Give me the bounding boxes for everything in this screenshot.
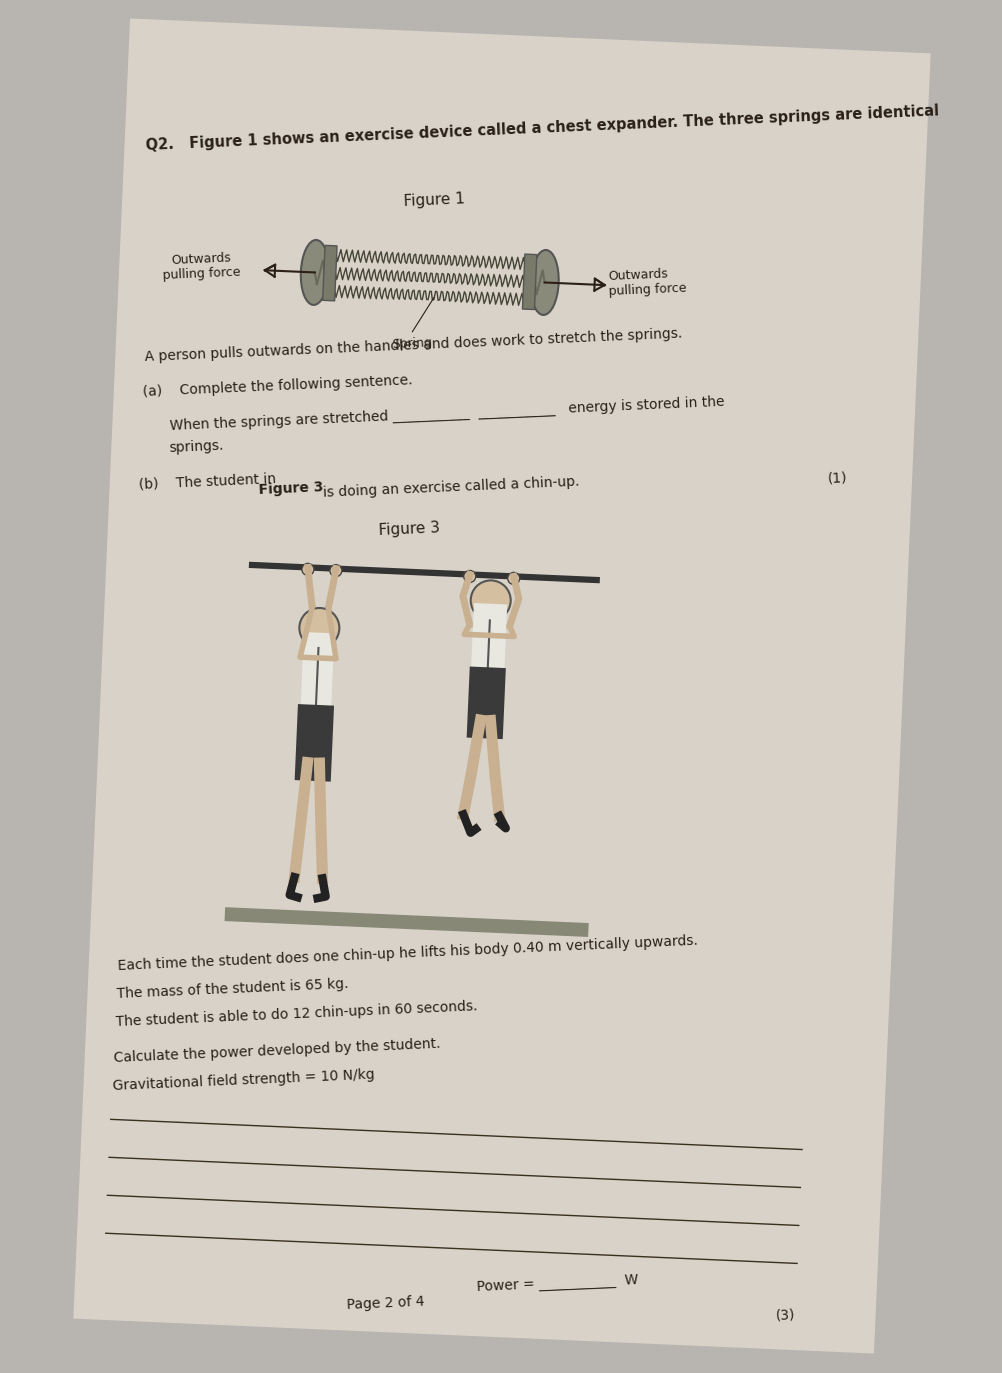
Text: Each time the student does one chin-up he lifts his body 0.40 m vertically upwar: Each time the student does one chin-up h… — [117, 934, 698, 973]
Text: A person pulls outwards on the handles and does work to stretch the springs.: A person pulls outwards on the handles a… — [144, 327, 682, 364]
Text: Figure 3: Figure 3 — [379, 520, 441, 538]
Ellipse shape — [531, 250, 559, 314]
Text: Outwards
pulling force: Outwards pulling force — [608, 266, 687, 298]
Ellipse shape — [301, 240, 329, 305]
Circle shape — [471, 581, 511, 621]
Circle shape — [302, 563, 314, 575]
Text: Outwards
pulling force: Outwards pulling force — [161, 251, 240, 281]
Text: (3): (3) — [776, 1307, 796, 1322]
Text: The mass of the student is 65 kg.: The mass of the student is 65 kg. — [116, 978, 349, 1001]
Text: is doing an exercise called a chin-up.: is doing an exercise called a chin-up. — [319, 475, 580, 500]
Circle shape — [330, 564, 342, 577]
Text: (1): (1) — [827, 471, 848, 486]
Circle shape — [464, 571, 476, 582]
Text: Power = ___________  W: Power = ___________ W — [476, 1273, 638, 1295]
Text: Q2.   Figure 1 shows an exercise device called a chest expander. The three sprin: Q2. Figure 1 shows an exercise device ca… — [145, 103, 940, 152]
Polygon shape — [522, 254, 537, 309]
Text: The student is able to do 12 chin-ups in 60 seconds.: The student is able to do 12 chin-ups in… — [115, 1000, 478, 1030]
Circle shape — [300, 608, 340, 648]
Polygon shape — [323, 246, 337, 301]
Text: Figure 3: Figure 3 — [259, 481, 324, 497]
Text: (a)    Complete the following sentence.: (a) Complete the following sentence. — [143, 373, 413, 400]
Text: springs.: springs. — [168, 439, 223, 456]
Text: Calculate the power developed by the student.: Calculate the power developed by the stu… — [113, 1037, 441, 1065]
Text: Gravitational field strength = 10 N/kg: Gravitational field strength = 10 N/kg — [112, 1068, 375, 1093]
Circle shape — [508, 573, 520, 585]
Text: Spring: Spring — [392, 336, 433, 350]
Polygon shape — [74, 19, 930, 1352]
Text: Figure 1: Figure 1 — [403, 191, 465, 209]
Text: (b)    The student in: (b) The student in — [138, 472, 281, 492]
Text: When the springs are stretched ___________  ___________   energy is stored in th: When the springs are stretched _________… — [169, 395, 724, 434]
Text: Page 2 of 4: Page 2 of 4 — [347, 1295, 425, 1313]
